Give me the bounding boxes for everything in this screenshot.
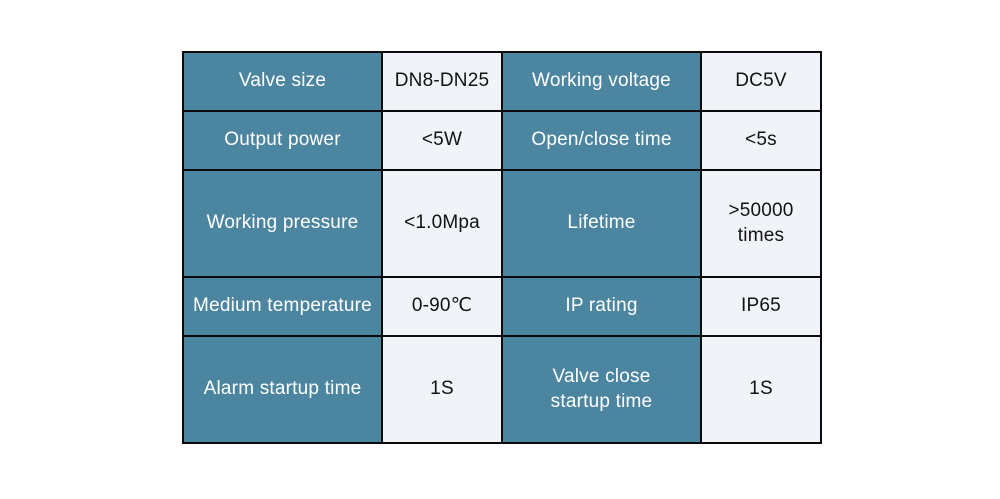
- spec-value-valve-close-startup-time: 1S: [700, 335, 822, 444]
- spec-label-open-close-time: Open/close time: [501, 110, 702, 172]
- spec-value-medium-temperature: 0-90℃: [381, 276, 503, 338]
- spec-value-ip-rating: IP65: [700, 276, 822, 338]
- spec-label-output-power: Output power: [182, 110, 383, 172]
- spec-label-lifetime: Lifetime: [501, 169, 702, 279]
- spec-value-alarm-startup-time: 1S: [381, 335, 503, 444]
- spec-table: Valve size DN8-DN25 Working voltage DC5V…: [182, 50, 822, 444]
- spec-label-valve-close-startup-time: Valve close startup time: [501, 335, 702, 444]
- spec-value-output-power: <5W: [381, 110, 503, 172]
- spec-value-working-pressure: <1.0Mpa: [381, 169, 503, 279]
- spec-label-valve-size: Valve size: [182, 50, 383, 113]
- spec-value-working-voltage: DC5V: [700, 50, 822, 113]
- spec-label-ip-rating: IP rating: [501, 276, 702, 338]
- spec-label-medium-temperature: Medium temperature: [182, 276, 383, 338]
- table-row: Medium temperature 0-90℃ IP rating IP65: [182, 276, 822, 338]
- table-row: Output power <5W Open/close time <5s: [182, 110, 822, 172]
- spec-value-valve-size: DN8-DN25: [381, 50, 503, 113]
- spec-label-alarm-startup-time: Alarm startup time: [182, 335, 383, 444]
- spec-value-open-close-time: <5s: [700, 110, 822, 172]
- spec-label-working-voltage: Working voltage: [501, 50, 702, 113]
- table-row: Working pressure <1.0Mpa Lifetime >50000…: [182, 169, 822, 279]
- spec-label-working-pressure: Working pressure: [182, 169, 383, 279]
- table-row: Valve size DN8-DN25 Working voltage DC5V: [182, 50, 822, 113]
- table-row: Alarm startup time 1S Valve close startu…: [182, 335, 822, 444]
- spec-value-lifetime: >50000 times: [700, 169, 822, 279]
